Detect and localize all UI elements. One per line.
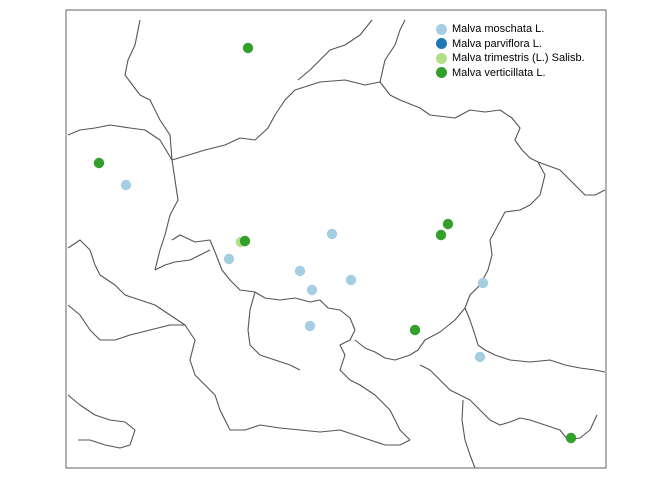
boundary-line — [154, 249, 211, 271]
occurrence-point — [223, 253, 235, 265]
boundary-line — [67, 239, 101, 276]
occurrence-point — [239, 235, 251, 247]
boundary-line — [379, 19, 406, 83]
boundary-line — [297, 19, 373, 81]
occurrence-point — [477, 277, 489, 289]
legend-label: Malva moschata L. — [452, 23, 545, 36]
legend-swatch — [436, 52, 447, 64]
occurrence-point — [345, 274, 357, 286]
legend-label: Malva verticillata L. — [452, 66, 546, 79]
legend-label: Malva trimestris (L.) Salisb. — [452, 52, 585, 65]
occurrence-point — [435, 229, 447, 241]
boundary-line — [99, 274, 231, 431]
legend-item: Malva moschata L. — [436, 22, 585, 37]
boundary-line — [354, 161, 546, 361]
boundary-line — [124, 19, 173, 161]
boundary-line — [464, 307, 606, 373]
legend-label: Malva parviflora L. — [452, 37, 542, 50]
occurrence-point — [442, 218, 454, 230]
map-boundaries — [67, 19, 606, 469]
occurrence-point — [294, 265, 306, 277]
boundary-line — [461, 399, 476, 469]
boundary-line — [67, 304, 185, 341]
occurrence-point — [93, 157, 105, 169]
boundary-line — [67, 124, 173, 161]
boundary-line — [537, 161, 606, 196]
boundary-line — [171, 79, 539, 163]
legend-swatch — [436, 67, 447, 79]
boundary-line — [419, 364, 598, 441]
boundary-line — [247, 291, 301, 371]
legend-swatch — [436, 23, 447, 35]
occurrence-point — [120, 179, 132, 191]
boundary-line — [230, 424, 411, 446]
legend-item: Malva parviflora L. — [436, 37, 585, 52]
occurrence-points — [93, 42, 577, 444]
boundary-line — [154, 159, 179, 271]
legend-swatch — [436, 38, 447, 50]
map-panel-border — [65, 9, 607, 469]
occurrence-point — [306, 284, 318, 296]
occurrence-point — [304, 320, 316, 332]
occurrence-point — [326, 228, 338, 240]
legend-item: Malva trimestris (L.) Salisb. — [436, 51, 585, 66]
occurrence-point — [565, 432, 577, 444]
legend: Malva moschata L. Malva parviflora L. Ma… — [436, 22, 585, 80]
legend-item: Malva verticillata L. — [436, 66, 585, 81]
boundary-line — [171, 234, 411, 441]
occurrence-point — [474, 351, 486, 363]
occurrence-point — [242, 42, 254, 54]
boundary-line — [67, 394, 136, 449]
occurrence-point — [409, 324, 421, 336]
